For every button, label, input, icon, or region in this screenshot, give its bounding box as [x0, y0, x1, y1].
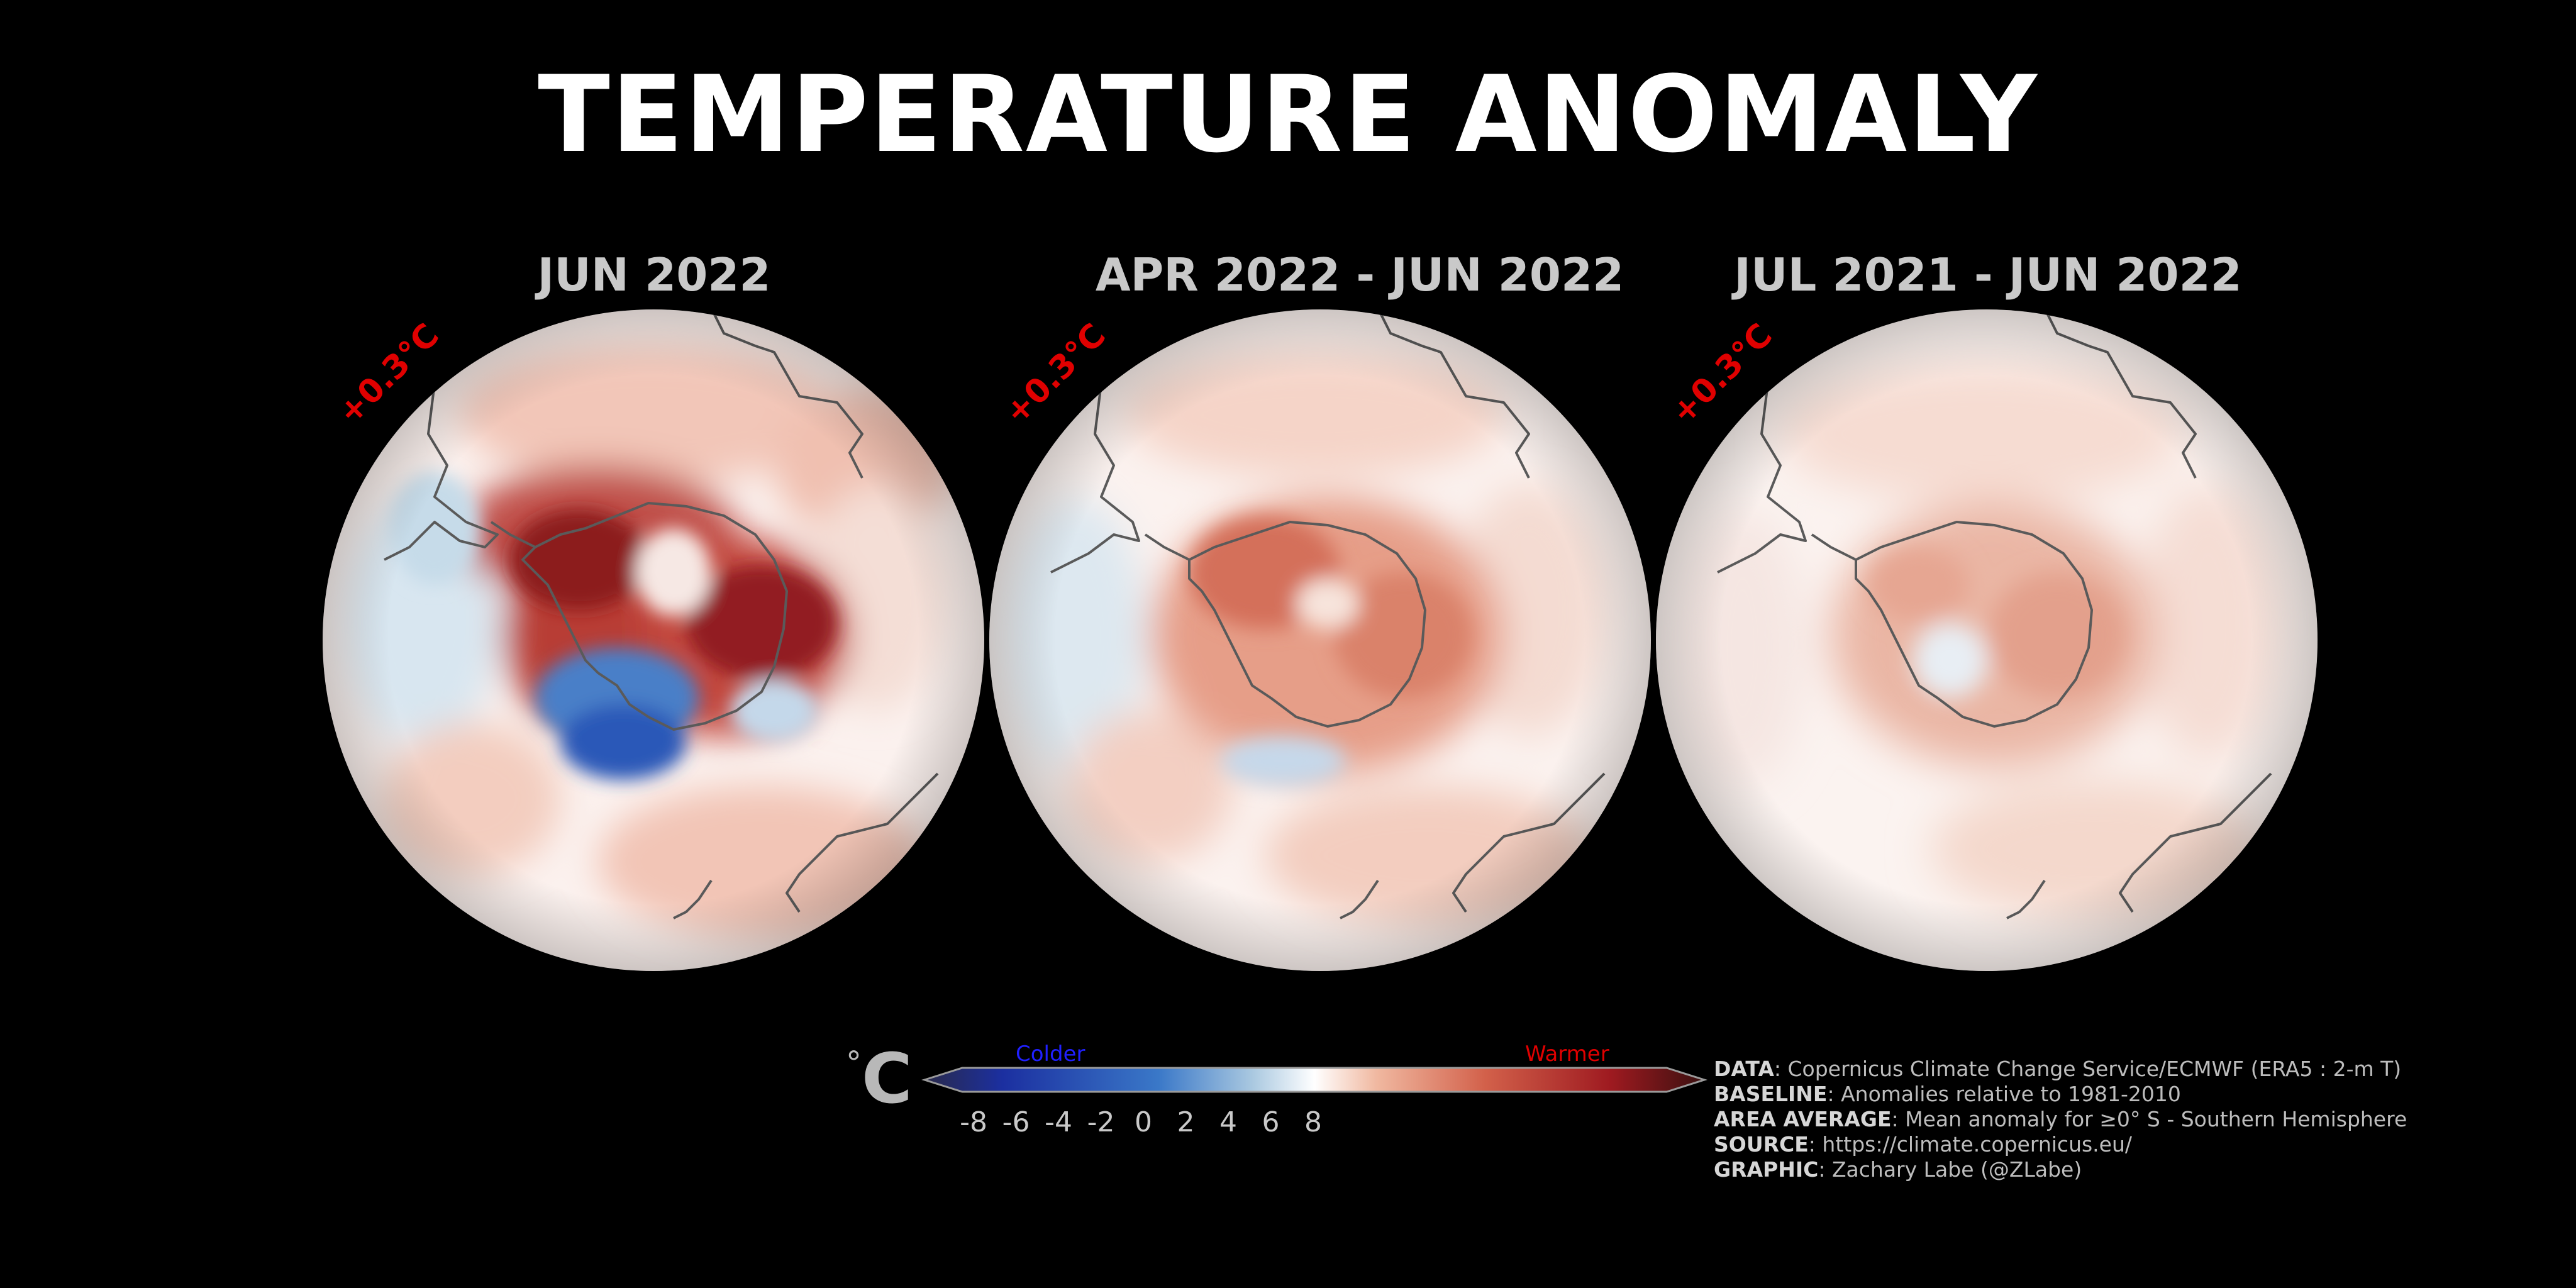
colorbar-tick-label: 6: [1262, 1106, 1280, 1138]
credit-text: : Zachary Labe (@ZLabe): [1818, 1157, 2082, 1182]
credit-text: : Copernicus Climate Change Service/ECMW…: [1774, 1057, 2402, 1081]
colorbar-tick-label: 8: [1304, 1106, 1322, 1138]
panel-title-apr-jun-2022: APR 2022 - JUN 2022: [1095, 248, 1624, 301]
colorbar-tick-label: 0: [1135, 1106, 1152, 1138]
credit-label: AREA AVERAGE: [1714, 1107, 1892, 1131]
colorbar-tick-label: 4: [1219, 1106, 1237, 1138]
globe-map-jul-2021-jun-2022: [1656, 309, 2318, 971]
credits-block: DATA: Copernicus Climate Change Service/…: [1714, 1057, 2557, 1182]
warmer-label: Warmer: [1525, 1041, 1609, 1067]
degree-symbol: °: [846, 1045, 862, 1081]
colorbar-tick-label: -6: [1002, 1106, 1030, 1138]
credit-baseline: BASELINE: Anomalies relative to 1981-201…: [1714, 1082, 2557, 1107]
colorbar: [921, 1067, 1707, 1093]
panel-title-jul-2021-jun-2022: JUL 2021 - JUN 2022: [1734, 248, 2242, 301]
globe-map-apr-jun-2022: [989, 309, 1651, 971]
credit-text: : https://climate.copernicus.eu/: [1808, 1132, 2133, 1157]
credit-text: : Mean anomaly for ≥0° S - Southern Hemi…: [1891, 1107, 2407, 1131]
credit-area-average: AREA AVERAGE: Mean anomaly for ≥0° S - S…: [1714, 1107, 2557, 1132]
credit-graphic: GRAPHIC: Zachary Labe (@ZLabe): [1714, 1157, 2557, 1182]
globe-map-jun-2022: [323, 309, 984, 971]
unit-letter: C: [862, 1038, 913, 1119]
colorbar-tick-label: 2: [1177, 1106, 1195, 1138]
credit-source: SOURCE: https://climate.copernicus.eu/: [1714, 1132, 2557, 1157]
credit-data: DATA: Copernicus Climate Change Service/…: [1714, 1057, 2557, 1082]
credit-label: BASELINE: [1714, 1082, 1828, 1106]
colorbar-tick-label: -2: [1087, 1106, 1115, 1138]
credit-label: SOURCE: [1714, 1132, 1809, 1157]
colorbar-tick-label: -8: [960, 1106, 987, 1138]
main-title: TEMPERATURE ANOMALY: [538, 53, 2038, 176]
colorbar-bar: [921, 1067, 1707, 1093]
panel-title-jun-2022: JUN 2022: [537, 248, 771, 301]
colorbar-tick-label: -4: [1045, 1106, 1072, 1138]
credit-label: DATA: [1714, 1057, 1774, 1081]
colorbar-unit: °C: [846, 1044, 913, 1113]
colder-label: Colder: [1016, 1041, 1085, 1067]
credit-text: : Anomalies relative to 1981-2010: [1827, 1082, 2181, 1106]
credit-label: GRAPHIC: [1714, 1157, 1819, 1182]
